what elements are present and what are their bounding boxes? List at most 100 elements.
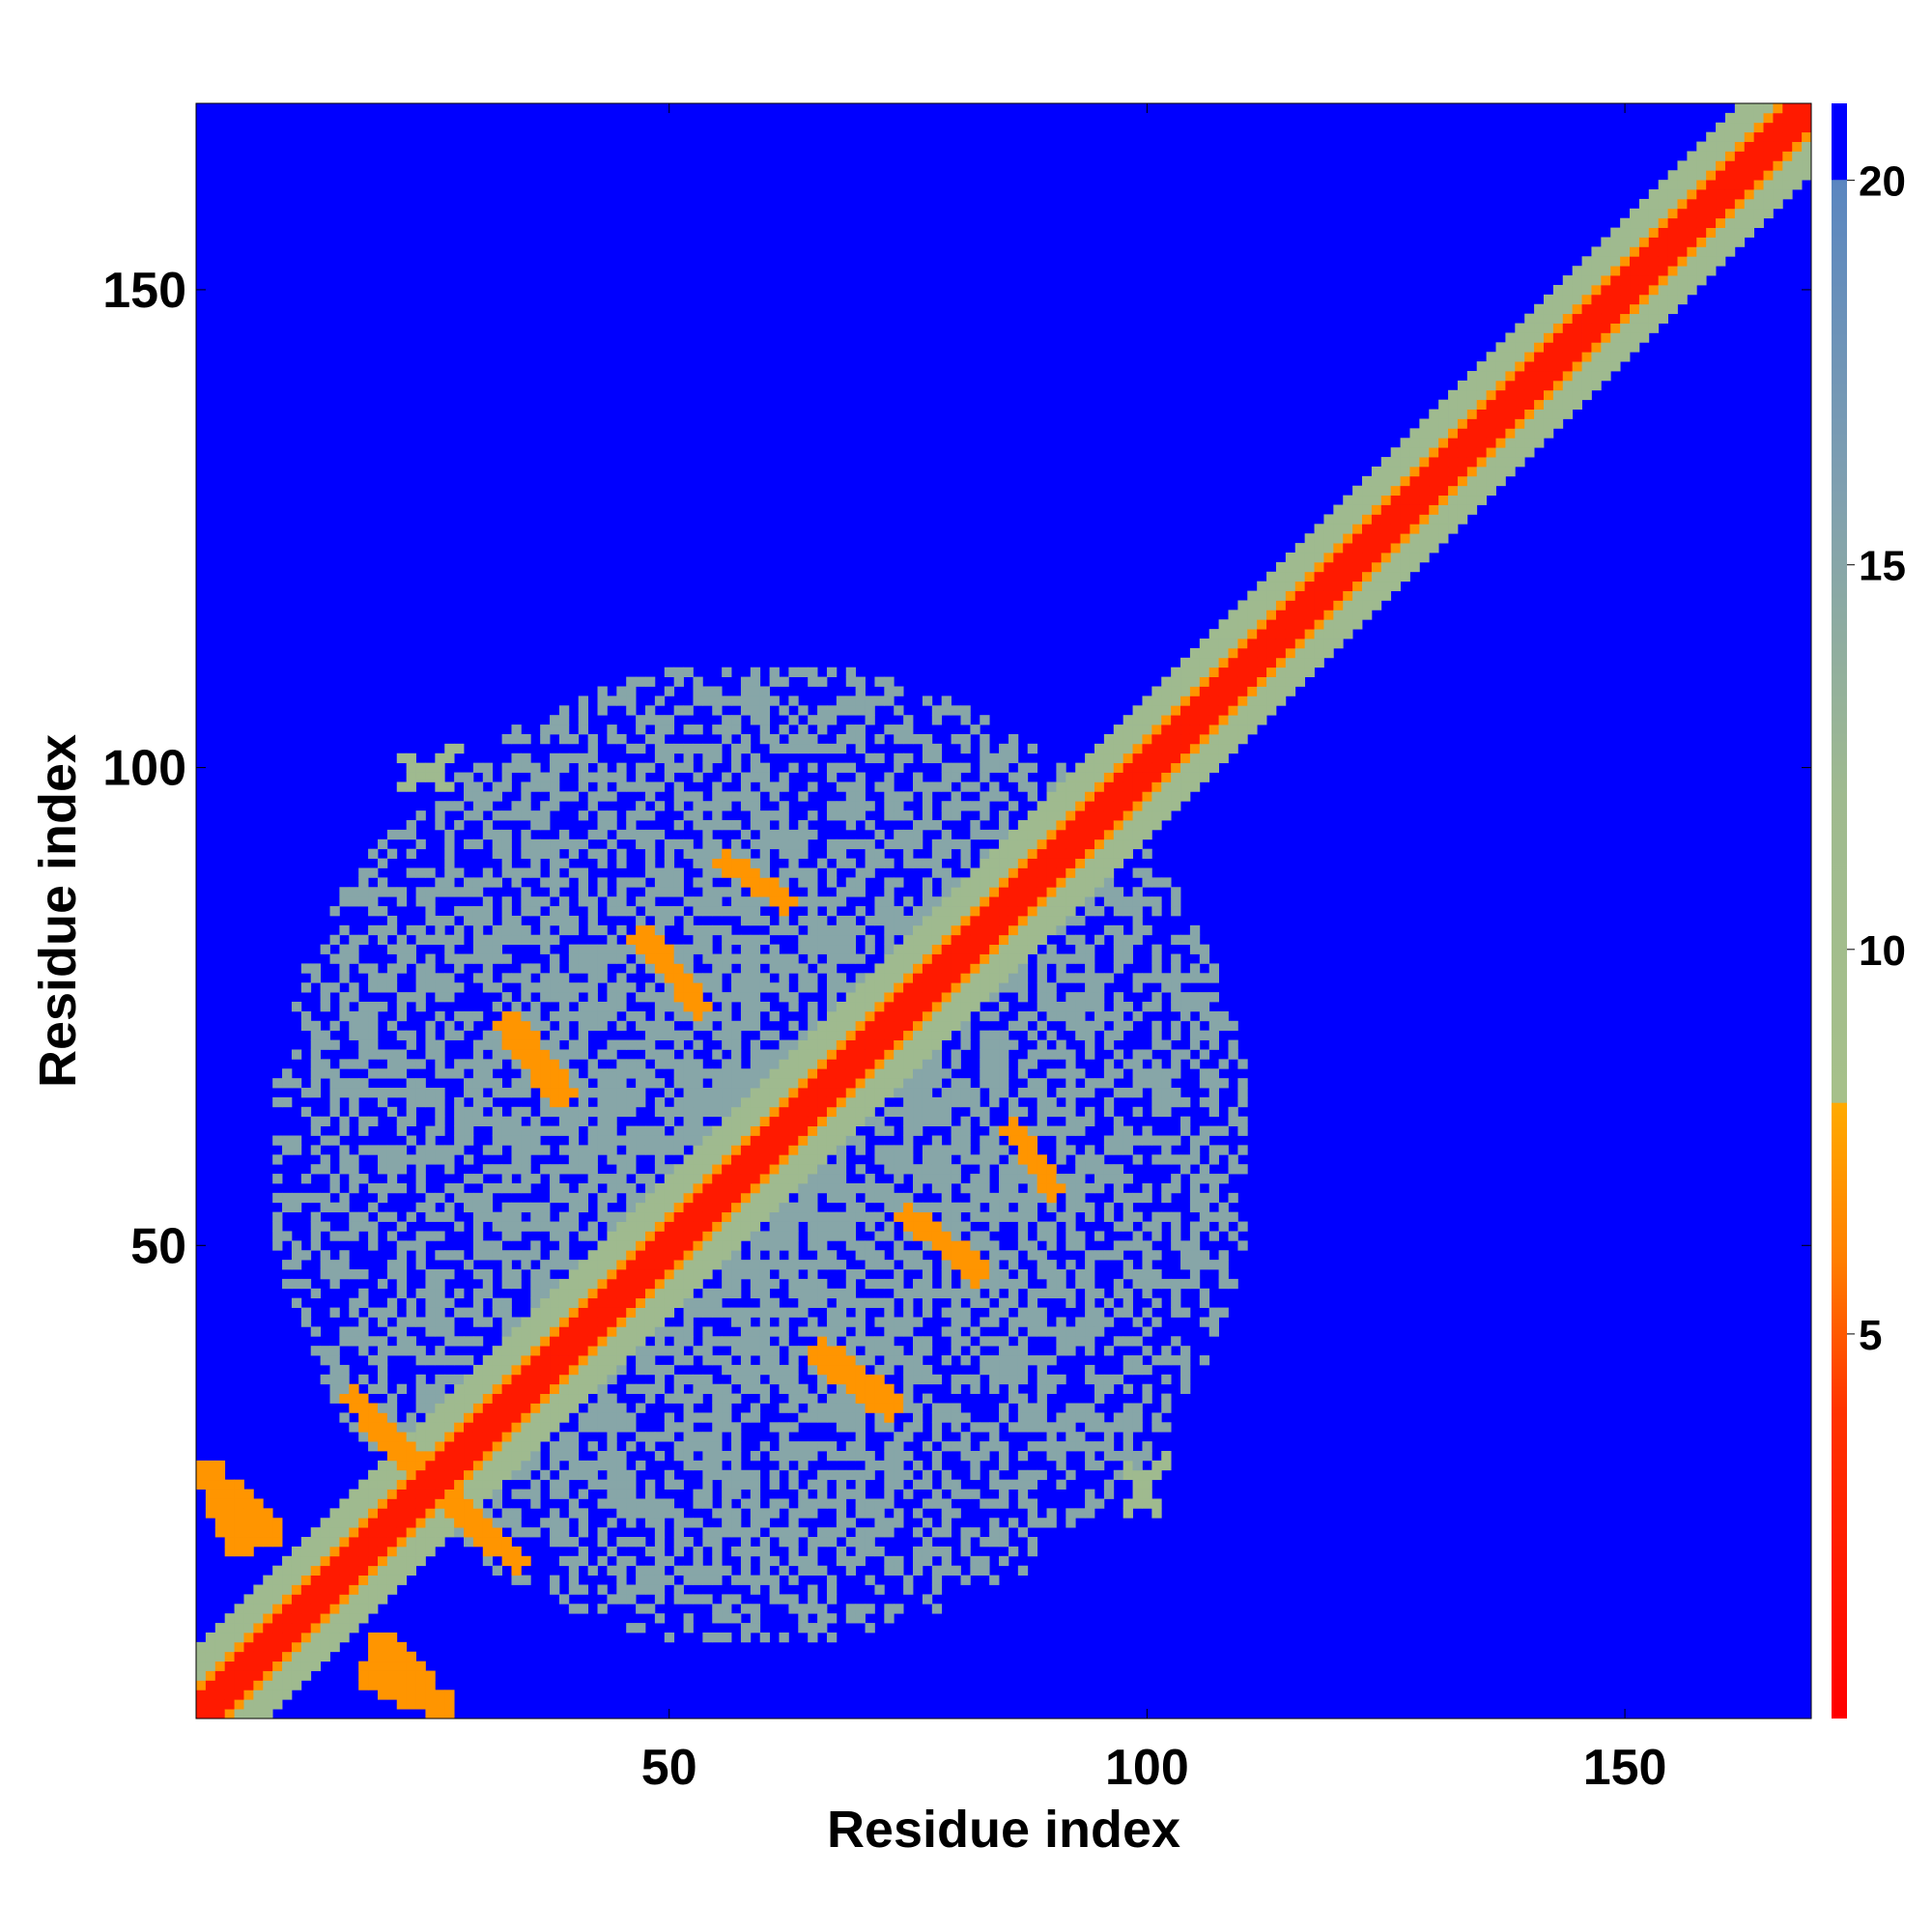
- heatmap-cell: [970, 1001, 980, 1012]
- heatmap-cell: [368, 1479, 379, 1490]
- heatmap-cell: [224, 1709, 235, 1719]
- heatmap-cell: [836, 934, 847, 946]
- heatmap-cell: [282, 1202, 293, 1213]
- heatmap-cell: [693, 896, 703, 907]
- heatmap-cell: [654, 1192, 666, 1204]
- heatmap-cell: [970, 1374, 980, 1385]
- heatmap-cell: [540, 1422, 551, 1433]
- heatmap-cell: [913, 1422, 923, 1433]
- heatmap-cell: [683, 838, 694, 850]
- heatmap-cell: [855, 696, 866, 706]
- heatmap-cell: [444, 887, 455, 897]
- heatmap-cell: [444, 953, 455, 964]
- heatmap-cell: [349, 1422, 359, 1433]
- heatmap-cell: [444, 992, 455, 1003]
- heatmap-cell: [530, 1403, 541, 1413]
- heatmap-cell: [550, 1088, 560, 1098]
- heatmap-cell: [894, 1555, 904, 1567]
- heatmap-cell: [884, 1030, 895, 1040]
- heatmap-cell: [865, 1116, 875, 1126]
- heatmap-cell: [722, 1393, 732, 1404]
- heatmap-cell: [444, 743, 455, 754]
- heatmap-cell: [826, 1441, 838, 1452]
- heatmap-cell: [396, 1441, 408, 1452]
- heatmap-cell: [644, 1125, 656, 1136]
- heatmap-cell: [224, 1661, 235, 1671]
- heatmap-cell: [626, 1192, 637, 1204]
- heatmap-cell: [722, 1613, 732, 1624]
- heatmap-cell: [731, 715, 742, 725]
- heatmap-cell: [644, 944, 656, 954]
- heatmap-cell: [845, 1001, 857, 1012]
- heatmap-cell: [999, 1336, 1009, 1347]
- heatmap-cell: [817, 1116, 828, 1126]
- heatmap-cell: [712, 1164, 723, 1175]
- heatmap-cell: [683, 1518, 694, 1528]
- heatmap-cell: [989, 1154, 1000, 1165]
- heatmap-cell: [636, 1240, 646, 1251]
- heatmap-cell: [865, 1059, 875, 1069]
- heatmap-cell: [300, 1317, 312, 1327]
- heatmap-cell: [922, 1231, 933, 1241]
- heatmap-cell: [941, 1269, 952, 1280]
- heatmap-cell: [263, 1651, 273, 1662]
- heatmap-cell: [664, 1231, 675, 1241]
- heatmap-cell: [1017, 848, 1029, 859]
- heatmap-cell: [960, 1269, 971, 1280]
- heatmap-cell: [464, 1489, 474, 1499]
- heatmap-cell: [1046, 810, 1057, 821]
- heatmap-cell: [243, 1623, 254, 1634]
- heatmap-cell: [1037, 1422, 1047, 1433]
- heatmap-cell: [980, 877, 990, 888]
- heatmap-cell: [941, 992, 952, 1003]
- heatmap-cell: [329, 1641, 340, 1653]
- heatmap-cell: [482, 982, 494, 993]
- heatmap-cell: [664, 1260, 675, 1270]
- heatmap-cell: [578, 963, 589, 974]
- heatmap-cell: [664, 1030, 675, 1040]
- heatmap-cell: [798, 743, 809, 754]
- heatmap-cell: [339, 963, 350, 974]
- heatmap-cell: [999, 1307, 1009, 1318]
- heatmap-cell: [817, 1250, 828, 1261]
- heatmap-cell: [903, 848, 914, 859]
- heatmap-cell: [951, 1221, 961, 1232]
- heatmap-cell: [702, 1632, 713, 1643]
- heatmap-cell: [712, 1260, 723, 1270]
- heatmap-cell: [415, 1154, 426, 1165]
- heatmap-cell: [291, 1641, 302, 1653]
- heatmap-cell: [597, 953, 608, 964]
- heatmap-cell: [435, 992, 445, 1003]
- heatmap-cell: [521, 1403, 531, 1413]
- heatmap-cell: [511, 1145, 522, 1155]
- heatmap-cell: [291, 1049, 302, 1060]
- heatmap-cell: [1008, 887, 1019, 897]
- heatmap-cell: [626, 1623, 637, 1634]
- heatmap-cell: [1037, 992, 1047, 1003]
- heatmap-cell: [272, 1651, 283, 1662]
- heatmap-cell: [759, 1078, 771, 1089]
- heatmap-cell: [1046, 791, 1057, 802]
- heatmap-cell: [913, 934, 923, 946]
- heatmap-cell: [722, 887, 732, 897]
- heatmap-cell: [759, 1135, 771, 1146]
- heatmap-cell: [922, 1221, 933, 1232]
- heatmap-cell: [368, 1240, 379, 1251]
- heatmap-cell: [530, 906, 541, 917]
- heatmap-cell: [980, 1498, 990, 1509]
- heatmap-cell: [769, 953, 780, 964]
- heatmap-cell: [377, 1690, 388, 1700]
- heatmap-cell: [798, 1192, 809, 1204]
- heatmap-cell: [464, 1403, 474, 1413]
- heatmap-cell: [396, 896, 408, 907]
- heatmap-cell: [759, 1575, 771, 1585]
- heatmap-cell: [769, 733, 780, 745]
- heatmap-cell: [683, 992, 694, 1003]
- heatmap-cell: [214, 1623, 226, 1634]
- heatmap-cell: [282, 1078, 293, 1089]
- heatmap-cell: [1017, 1364, 1029, 1376]
- heatmap-cell: [1027, 1059, 1038, 1069]
- heatmap-cell: [377, 1307, 388, 1318]
- heatmap-cell: [626, 944, 637, 954]
- heatmap-cell: [931, 1584, 943, 1595]
